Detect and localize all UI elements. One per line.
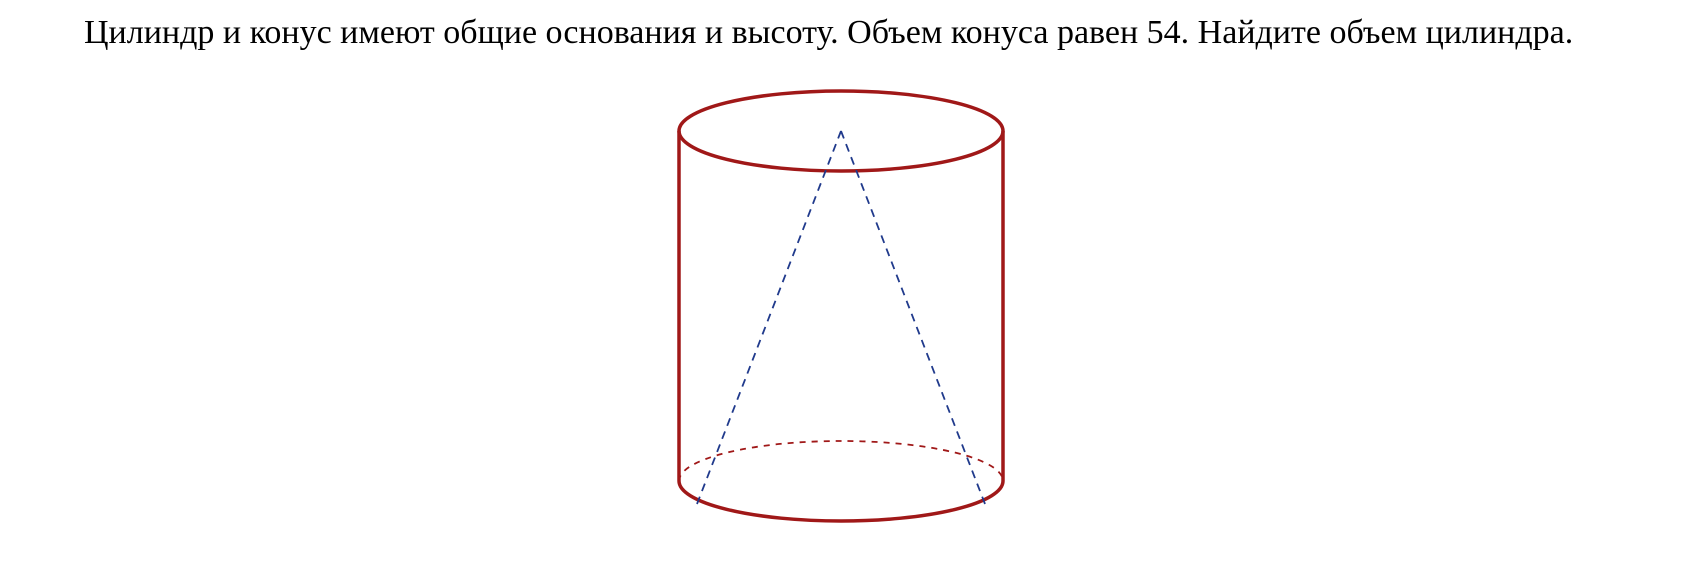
cylinder-cone-diagram [631, 76, 1051, 536]
problem-line1: Цилиндр и конус имеют общие основания и … [84, 14, 1048, 51]
problem-statement: Цилиндр и конус имеют общие основания и … [40, 10, 1642, 56]
figure-container [40, 76, 1642, 541]
problem-line2: равен 54. Найдите объем цилиндра. [1057, 14, 1573, 51]
